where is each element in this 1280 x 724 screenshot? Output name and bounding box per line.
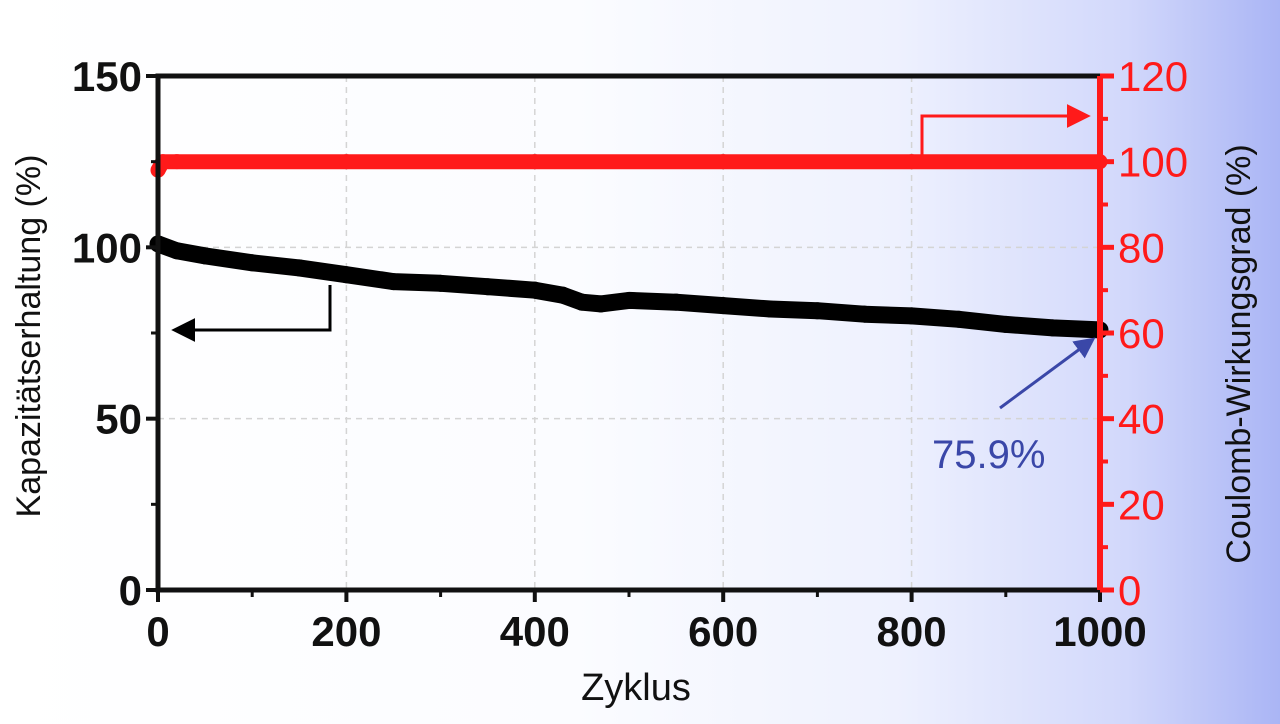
data-point <box>856 305 873 323</box>
annotation-arrow <box>999 337 1096 410</box>
data-point <box>950 310 968 328</box>
data-point <box>1044 319 1062 337</box>
data-point <box>479 278 497 296</box>
data-point <box>808 302 826 320</box>
data-point <box>714 297 732 315</box>
series-line-coulomb-efficiency <box>151 154 1100 174</box>
x-axis-title: Zyklus <box>581 667 691 709</box>
data-point <box>338 154 354 170</box>
x-tick-label: 0 <box>146 608 169 655</box>
annotation-label: 75.9% <box>932 433 1045 477</box>
data-point <box>432 274 450 292</box>
y-right-tick-label: 80 <box>1118 224 1165 271</box>
data-point <box>903 307 921 325</box>
y-right-tick-label: 0 <box>1118 567 1141 614</box>
x-tick-label: 1000 <box>1053 608 1146 655</box>
data-point <box>904 154 920 170</box>
data-point <box>196 247 214 265</box>
left-axis-indicator-arrow <box>171 285 332 342</box>
plot-frame <box>155 73 1103 593</box>
data-point <box>592 295 610 313</box>
y-axis-left-title: Kapazitätserhaltung (%) <box>10 155 48 518</box>
data-point <box>243 254 261 272</box>
series-layer <box>149 154 1109 339</box>
y-left-tick-label: 150 <box>72 53 142 100</box>
y-left-tick-label: 50 <box>95 396 142 443</box>
data-point <box>527 154 543 170</box>
y-right-tick-label: 100 <box>1118 139 1188 186</box>
data-point <box>667 293 685 311</box>
data-point <box>997 315 1015 333</box>
data-point <box>620 291 638 309</box>
ticks: 0 200 400 600 800 100005010015002040608010012… <box>72 53 1188 655</box>
y-right-tick-label: 60 <box>1118 310 1165 357</box>
data-point <box>337 266 355 284</box>
x-tick-label: 200 <box>311 608 381 655</box>
data-point <box>573 293 591 311</box>
data-point <box>290 259 308 277</box>
y-right-tick-label: 20 <box>1118 481 1165 528</box>
data-point <box>168 242 186 260</box>
data-point <box>169 154 185 170</box>
data-point <box>761 300 779 318</box>
x-tick-label: 400 <box>500 608 570 655</box>
right-axis-indicator-arrow <box>920 104 1091 155</box>
x-tick-label: 600 <box>688 608 758 655</box>
y-left-tick-label: 0 <box>119 567 142 614</box>
y-right-tick-label: 120 <box>1118 53 1188 100</box>
data-point <box>385 273 402 291</box>
y-axis-right-title: Coulomb-Wirkungsgrad (%) <box>1220 144 1258 563</box>
data-point <box>715 154 731 170</box>
data-point <box>554 286 572 304</box>
y-left-tick-label: 100 <box>72 224 142 271</box>
x-tick-label: 800 <box>877 608 947 655</box>
grid <box>158 76 1100 590</box>
data-point <box>526 281 544 299</box>
y-right-tick-label: 40 <box>1118 396 1165 443</box>
